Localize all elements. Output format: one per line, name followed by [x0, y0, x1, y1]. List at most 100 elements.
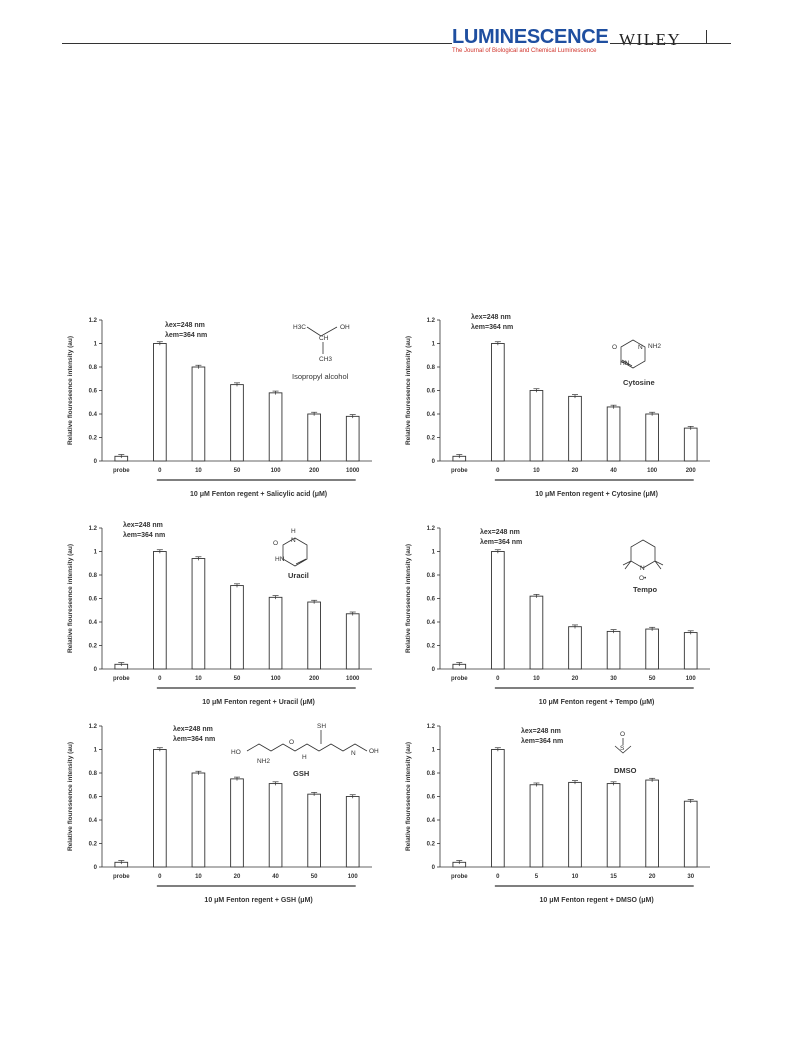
x-axis-label: 10 μM Fenton regent + Cytosine (μM)	[535, 491, 658, 498]
y-tick-label: 0.2	[427, 644, 436, 650]
y-tick-label: 0.4	[427, 818, 436, 824]
y-tick-label: 0.8	[89, 771, 98, 777]
isopropyl-structure: H3C OH CH CH3	[293, 324, 350, 363]
x-tick-label: 10	[533, 468, 540, 474]
y-tick-label: 0.2	[89, 644, 98, 650]
structure-atom: O	[620, 731, 625, 738]
emission-label: λem=364 nm	[521, 737, 563, 745]
x-tick-label: 0	[496, 874, 500, 880]
y-axis-label: Relative floureseence intensity (au)	[67, 336, 74, 445]
bar	[345, 415, 360, 462]
x-axis-label: 10 μM Fenton regent + Uracil (μM)	[202, 699, 315, 706]
bar	[683, 427, 698, 462]
y-axis-label: Relative floureseence intensity (au)	[405, 336, 412, 445]
y-tick-label: 0	[432, 865, 436, 871]
bar	[230, 384, 244, 462]
structure-atom: OH	[340, 324, 350, 331]
bar	[529, 595, 544, 670]
bar	[529, 784, 544, 868]
structure-atom: O	[289, 739, 294, 746]
x-tick-label: 15	[610, 874, 617, 880]
x-axis-label: 10 μM Fenton regent + GSH (μM)	[204, 897, 312, 904]
emission-label: λem=364 nm	[173, 735, 215, 743]
x-tick-label: 10	[195, 676, 202, 682]
x-tick-label: 50	[649, 676, 656, 682]
bar	[683, 800, 698, 868]
bar	[153, 343, 167, 462]
bar	[683, 632, 698, 670]
x-tick-label: 1000	[346, 468, 360, 474]
emission-label: λem=364 nm	[165, 331, 207, 339]
structure-atom: NH2	[648, 343, 661, 350]
y-tick-label: 1	[432, 748, 436, 754]
y-tick-label: 0.6	[427, 597, 436, 603]
x-tick-label: 100	[647, 468, 658, 474]
tempo-structure: N O•	[622, 539, 664, 582]
chart-gsh: 0 0.2 0.4 0.6 0.8 1 1.2 Relative floureseence i…	[67, 724, 372, 904]
y-tick-label: 0.2	[427, 842, 436, 848]
bar	[491, 551, 505, 670]
chart-uracil: 0 0.2 0.4 0.6 0.8 1 1.2 Relative floureseence i…	[67, 526, 372, 706]
y-tick-label: 0.6	[89, 597, 98, 603]
bar	[268, 596, 283, 670]
header-rule-right	[610, 43, 731, 44]
structure-atom: H	[291, 528, 296, 535]
y-tick-label: 0.4	[427, 412, 436, 418]
header-rule	[62, 43, 452, 44]
bar	[191, 772, 206, 868]
y-tick-label: 0.4	[89, 818, 98, 824]
x-tick-label: 0	[496, 468, 500, 474]
y-tick-label: 0.4	[89, 620, 98, 626]
y-tick-label: 1	[432, 342, 436, 348]
bar	[529, 390, 544, 462]
x-tick-label: 10	[533, 676, 540, 682]
y-tick-label: 0.2	[89, 842, 98, 848]
structure-atom: N	[640, 565, 645, 572]
y-tick-label: 0	[94, 459, 98, 465]
bar	[491, 343, 505, 462]
x-tick-label: probe	[113, 874, 130, 880]
structure-atom: N	[351, 750, 356, 757]
excitation-label: λex=248 nm	[471, 313, 511, 321]
y-tick-label: 0.8	[427, 365, 436, 371]
y-axis-label: Relative floureseence intensity (au)	[67, 742, 74, 851]
x-tick-label: 100	[686, 676, 697, 682]
bar	[606, 406, 621, 462]
chart-tempo: 0 0.2 0.4 0.6 0.8 1 1.2 Relative floureseence i…	[405, 526, 710, 706]
chart-dmso: 0 0.2 0.4 0.6 0.8 1 1.2 Relative floureseence i…	[405, 724, 710, 904]
compound-label: Tempo	[633, 585, 657, 594]
x-tick-label: 0	[158, 468, 162, 474]
x-tick-label: 0	[496, 676, 500, 682]
structure-atom: HN	[620, 360, 630, 367]
structure-ring	[282, 537, 308, 567]
gsh-structure: SH HO O H N OH NH2	[231, 723, 379, 765]
bar	[307, 793, 321, 868]
x-tick-label: 10	[195, 874, 202, 880]
x-tick-label: 100	[271, 676, 282, 682]
publisher-logo: WILEY	[619, 30, 682, 49]
chart-isopropyl: 0 0.2 0.4 0.6 0.8 1 1.2 Relative floureseence i…	[67, 318, 372, 498]
bar	[491, 749, 505, 868]
structure-atom: O	[273, 540, 278, 547]
x-tick-label: probe	[451, 676, 468, 682]
bar	[645, 413, 659, 462]
bar	[153, 551, 167, 670]
page-marker	[706, 30, 707, 44]
bar	[568, 781, 582, 868]
x-tick-label: 50	[234, 468, 241, 474]
y-tick-label: 0.4	[89, 412, 98, 418]
structure-atom: H	[302, 754, 307, 761]
x-tick-label: 20	[649, 874, 656, 880]
excitation-label: λex=248 nm	[480, 528, 520, 536]
y-tick-label: 0.8	[89, 573, 98, 579]
x-tick-label: 1000	[346, 676, 360, 682]
x-tick-label: 0	[158, 874, 162, 880]
y-tick-label: 1	[94, 550, 98, 556]
bar	[645, 779, 659, 868]
structure-ring	[622, 539, 664, 570]
structure-bonds	[306, 326, 338, 354]
y-tick-label: 1	[94, 342, 98, 348]
structure-atom: S	[620, 745, 625, 752]
chart-panel-gsh: 0 0.2 0.4 0.6 0.8 1 1.2 Relative floureseence i…	[67, 723, 379, 904]
excitation-label: λex=248 nm	[165, 321, 205, 329]
